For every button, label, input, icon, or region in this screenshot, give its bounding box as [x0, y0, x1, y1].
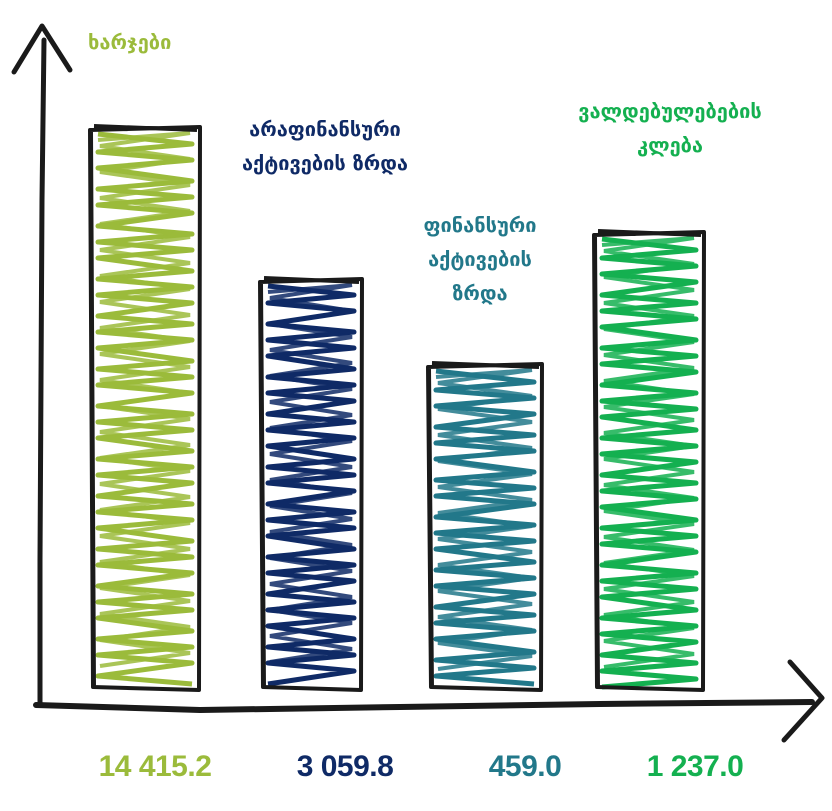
value-label-2: 3 059.8: [296, 750, 394, 783]
bars-group: [88, 124, 706, 692]
category-label-3: ვალდებულებების კლება: [578, 99, 762, 157]
category-label-2: ფინანსური აქტივების ზრდა: [423, 213, 537, 305]
bar-3: [426, 361, 544, 692]
y-axis: [37, 37, 47, 708]
axes-group: [11, 23, 825, 743]
bar-1-scribble-2: [97, 131, 191, 668]
value-label-3: 459.0: [488, 750, 562, 783]
category-label-1: არაფინანსური აქტივების ზრდა: [241, 117, 409, 175]
y-axis-label: ხარჯები: [88, 30, 172, 54]
y-axis-arrowhead: [11, 23, 73, 75]
value-label-1: 14 415.2: [98, 750, 212, 783]
bar-2: [258, 276, 364, 692]
bar-1: [88, 124, 202, 692]
x-axis: [33, 699, 815, 714]
bar-3-outline: [426, 361, 544, 692]
bar-2-scribble: [265, 283, 357, 687]
x-axis-arrowhead: [781, 659, 825, 743]
bar-4-outline: [592, 229, 706, 692]
bar-3-scribble-2: [435, 368, 533, 671]
bar-4-scribble: [599, 236, 699, 690]
value-label-4: 1 237.0: [646, 750, 744, 783]
bar-2-outline: [258, 276, 364, 692]
bar-2-scribble-2: [267, 283, 353, 664]
bar-4-scribble-2: [601, 236, 695, 669]
bar-4: [592, 229, 706, 692]
bar-1-outline: [88, 124, 202, 692]
